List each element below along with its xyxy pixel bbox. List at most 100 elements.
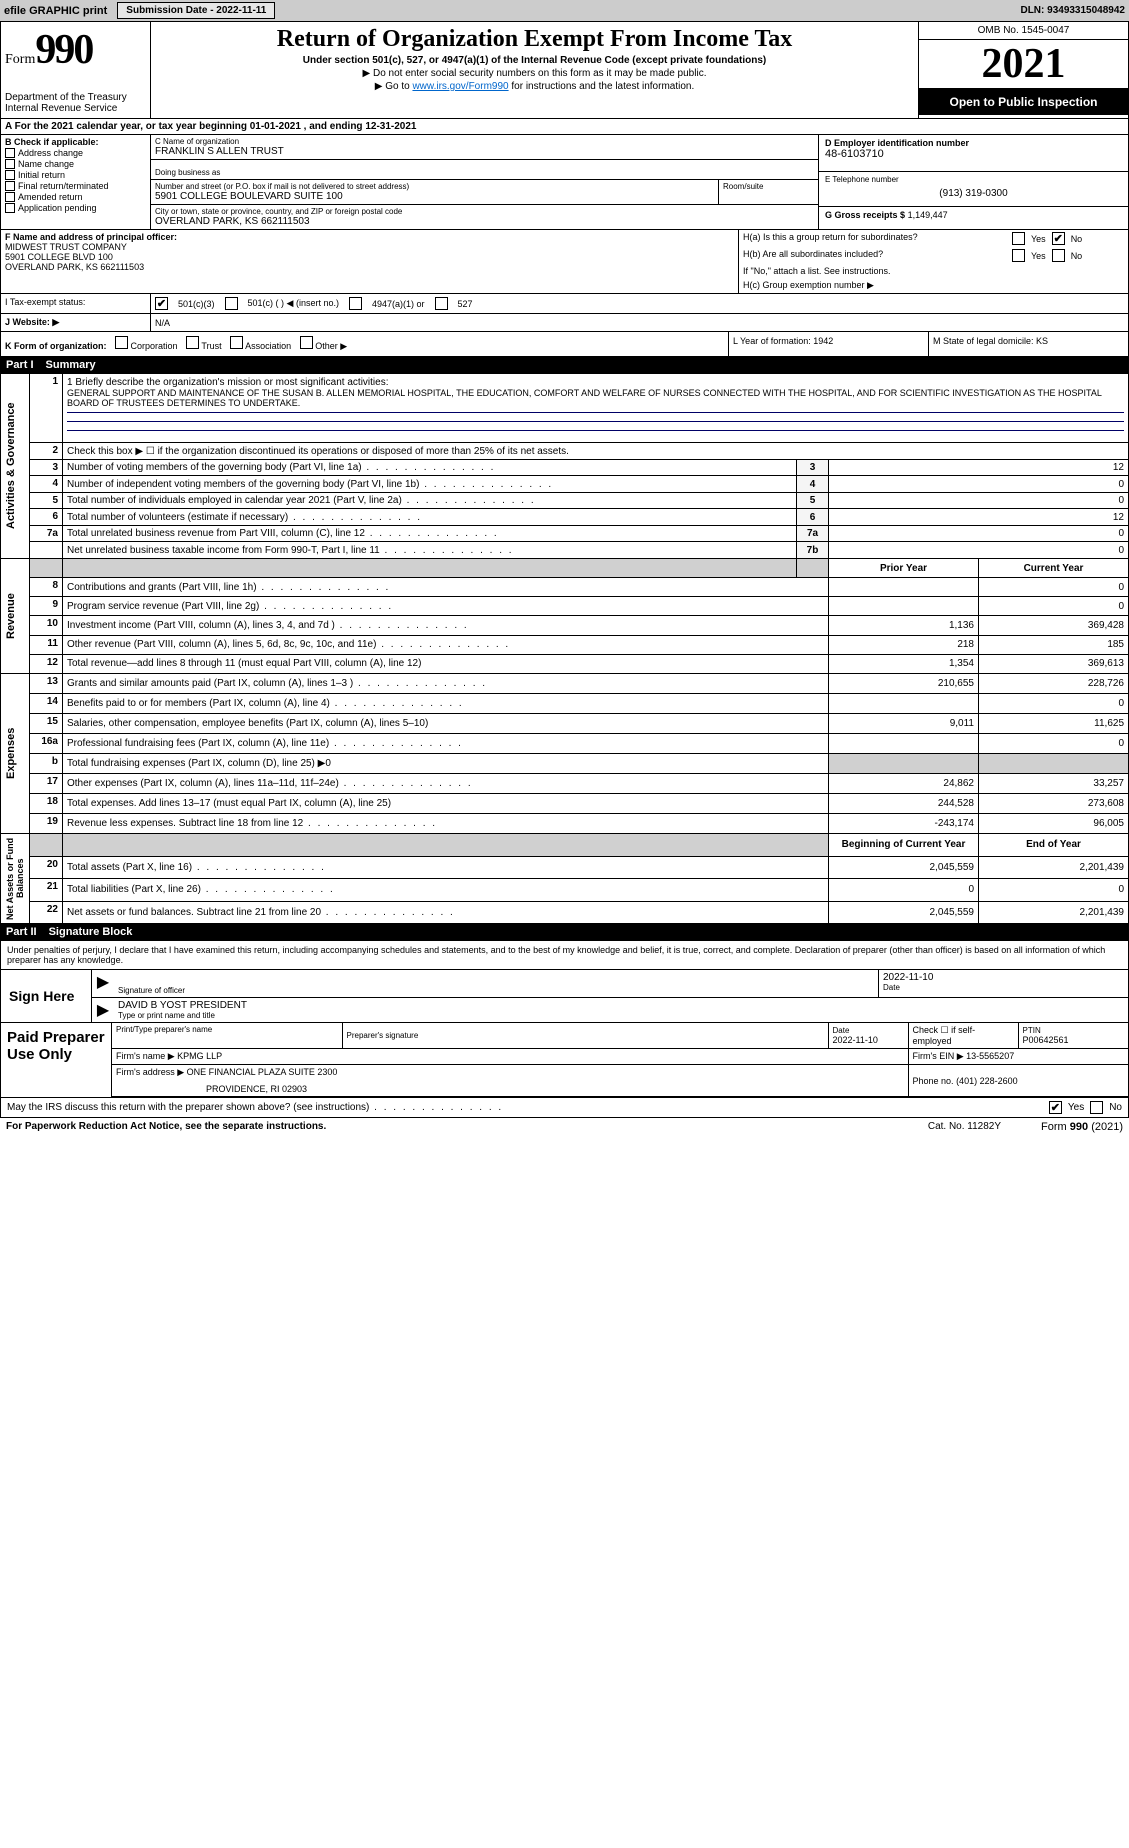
arrow-icon: ▶ — [92, 970, 114, 997]
may-yes[interactable] — [1049, 1101, 1062, 1114]
hb-yes[interactable] — [1012, 249, 1025, 262]
principal-officer-label: F Name and address of principal officer: — [5, 232, 734, 242]
addr-value: 5901 COLLEGE BOULEVARD SUITE 100 — [155, 191, 714, 202]
firm-phone: (401) 228-2600 — [956, 1076, 1018, 1086]
part2-title: Signature Block — [49, 926, 133, 938]
line13: Grants and similar amounts paid (Part IX… — [63, 674, 829, 694]
chk-assoc[interactable] — [230, 336, 243, 349]
city-label: City or town, state or province, country… — [155, 207, 814, 216]
form-word: Form — [5, 52, 35, 67]
chk-corp[interactable] — [115, 336, 128, 349]
org-name-label: C Name of organization — [155, 137, 814, 146]
form-footer: Form 990 (2021) — [1041, 1121, 1123, 1133]
dln-label: DLN: 93493315048942 — [1020, 5, 1125, 16]
val4: 0 — [829, 476, 1129, 493]
line8: Contributions and grants (Part VIII, lin… — [63, 578, 829, 597]
line20: Total assets (Part X, line 16) — [63, 856, 829, 879]
website-value: N/A — [151, 314, 1128, 331]
chk-address-change[interactable] — [5, 148, 15, 158]
may-discuss-row: May the IRS discuss this return with the… — [1, 1097, 1128, 1117]
blocks-f-h: F Name and address of principal officer:… — [0, 230, 1129, 294]
date-label: Date — [883, 983, 1124, 992]
page-footer: For Paperwork Reduction Act Notice, see … — [0, 1118, 1129, 1136]
subtitle-3: ▶ Go to www.irs.gov/Form990 for instruct… — [159, 81, 910, 92]
open-public: Open to Public Inspection — [919, 89, 1128, 115]
hb-question: H(b) Are all subordinates included? — [739, 247, 1008, 264]
line11: Other revenue (Part VIII, column (A), li… — [63, 635, 829, 654]
side-ag: Activities & Governance — [1, 374, 30, 559]
line15: Salaries, other compensation, employee b… — [63, 714, 829, 734]
dept-irs: Internal Revenue Service — [5, 103, 146, 114]
prior-year-hdr: Prior Year — [829, 559, 979, 578]
line10: Investment income (Part VIII, column (A)… — [63, 616, 829, 635]
summary-table: Activities & Governance 1 1 Briefly desc… — [0, 373, 1129, 924]
part1-num: Part I — [6, 359, 34, 371]
chk-501c[interactable] — [225, 297, 238, 310]
sig-date: 2022-11-10 — [883, 972, 1124, 983]
chk-501c3[interactable] — [155, 297, 168, 310]
hb-no[interactable] — [1052, 249, 1065, 262]
tel-label: E Telephone number — [825, 175, 1122, 184]
chk-name-change[interactable] — [5, 159, 15, 169]
mission-cell: 1 Briefly describe the organization's mi… — [63, 374, 1129, 443]
part1-title: Summary — [46, 359, 96, 371]
part2-num: Part II — [6, 926, 37, 938]
line16b: Total fundraising expenses (Part IX, col… — [63, 754, 829, 774]
may-no[interactable] — [1090, 1101, 1103, 1114]
ein-value: 48-6103710 — [825, 148, 1122, 168]
chk-4947[interactable] — [349, 297, 362, 310]
block-h: H(a) Is this a group return for subordin… — [738, 230, 1128, 293]
dept-treasury: Department of the Treasury — [5, 92, 146, 103]
current-year-hdr: Current Year — [979, 559, 1129, 578]
addr-label: Number and street (or P.O. box if mail i… — [155, 182, 714, 191]
form-org: K Form of organization: Corporation Trus… — [1, 332, 728, 356]
year-formation: L Year of formation: 1942 — [728, 332, 928, 356]
chk-trust[interactable] — [186, 336, 199, 349]
firm-ein: 13-5565207 — [966, 1051, 1014, 1061]
chk-other[interactable] — [300, 336, 313, 349]
row-j: J Website: ▶ N/A — [0, 314, 1129, 332]
ein-label: D Employer identification number — [825, 138, 1122, 148]
line6: Total number of volunteers (estimate if … — [63, 509, 797, 526]
gross-label: G Gross receipts $ — [825, 210, 905, 220]
block-b: B Check if applicable: Address change Na… — [1, 135, 151, 229]
city-value: OVERLAND PARK, KS 662111503 — [155, 216, 814, 227]
sign-here-label: Sign Here — [1, 969, 91, 1022]
subtitle-2: ▶ Do not enter social security numbers o… — [159, 68, 910, 79]
form-number: Form990 — [5, 26, 146, 74]
form-title: Return of Organization Exempt From Incom… — [159, 26, 910, 53]
website-label: J Website: ▶ — [1, 314, 151, 331]
instructions-link[interactable]: www.irs.gov/Form990 — [412, 81, 508, 92]
row-i: I Tax-exempt status: 501(c)(3) 501(c) ( … — [0, 294, 1129, 314]
ha-question: H(a) Is this a group return for subordin… — [739, 230, 1008, 247]
block-c: C Name of organization FRANKLIN S ALLEN … — [151, 135, 818, 229]
ha-no[interactable] — [1052, 232, 1065, 245]
mission-text: GENERAL SUPPORT AND MAINTENANCE OF THE S… — [67, 388, 1124, 408]
dba-label: Doing business as — [155, 168, 814, 177]
tax-exempt-label: I Tax-exempt status: — [1, 294, 151, 313]
officer-l3: OVERLAND PARK, KS 662111503 — [5, 262, 734, 272]
chk-amended[interactable] — [5, 192, 15, 202]
line4: Number of independent voting members of … — [63, 476, 797, 493]
chk-527[interactable] — [435, 297, 448, 310]
top-bar: efile GRAPHIC print Submission Date - 20… — [0, 0, 1129, 21]
part2-header: Part II Signature Block — [0, 924, 1129, 940]
header-right: OMB No. 1545-0047 2021 Open to Public In… — [918, 22, 1128, 118]
ha-yes[interactable] — [1012, 232, 1025, 245]
line21: Total liabilities (Part X, line 26) — [63, 879, 829, 902]
chk-app-pending[interactable] — [5, 203, 15, 213]
cat-no: Cat. No. 11282Y — [928, 1121, 1001, 1133]
firm-addr1: ONE FINANCIAL PLAZA SUITE 2300 — [187, 1067, 338, 1077]
line-a: A For the 2021 calendar year, or tax yea… — [0, 119, 1129, 135]
header-middle: Return of Organization Exempt From Incom… — [151, 22, 918, 118]
block-f: F Name and address of principal officer:… — [1, 230, 738, 293]
beg-year-hdr: Beginning of Current Year — [829, 834, 979, 857]
chk-initial-return[interactable] — [5, 170, 15, 180]
row-k-l-m: K Form of organization: Corporation Trus… — [0, 332, 1129, 357]
omb-number: OMB No. 1545-0047 — [919, 22, 1128, 40]
chk-final-return[interactable] — [5, 181, 15, 191]
line5: Total number of individuals employed in … — [63, 492, 797, 509]
line17: Other expenses (Part IX, column (A), lin… — [63, 774, 829, 794]
form-num: 990 — [35, 27, 92, 73]
submission-date-button[interactable]: Submission Date - 2022-11-11 — [117, 2, 275, 19]
